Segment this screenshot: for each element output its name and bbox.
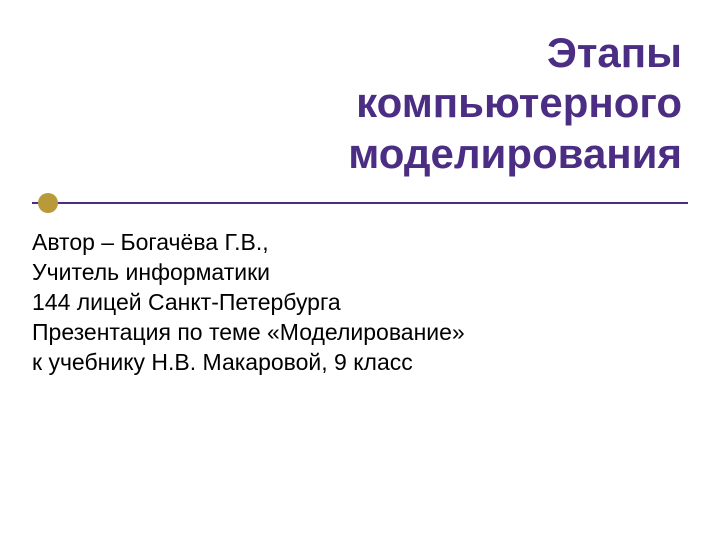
author-line: Автор – Богачёва Г.В., [32, 228, 688, 258]
slide: Этапы компьютерного моделирования Автор … [0, 0, 720, 540]
body-block: Автор – Богачёва Г.В., Учитель информати… [32, 228, 688, 377]
title-block: Этапы компьютерного моделирования [80, 28, 682, 179]
divider-rule [32, 202, 688, 204]
accent-dot-icon [38, 193, 58, 213]
topic-line: Презентация по теме «Моделирование» [32, 318, 688, 348]
school-line: 144 лицей Санкт-Петербурга [32, 288, 688, 318]
slide-title: Этапы компьютерного моделирования [80, 28, 682, 179]
textbook-line: к учебнику Н.В. Макаровой, 9 класс [32, 348, 688, 378]
role-line: Учитель информатики [32, 258, 688, 288]
